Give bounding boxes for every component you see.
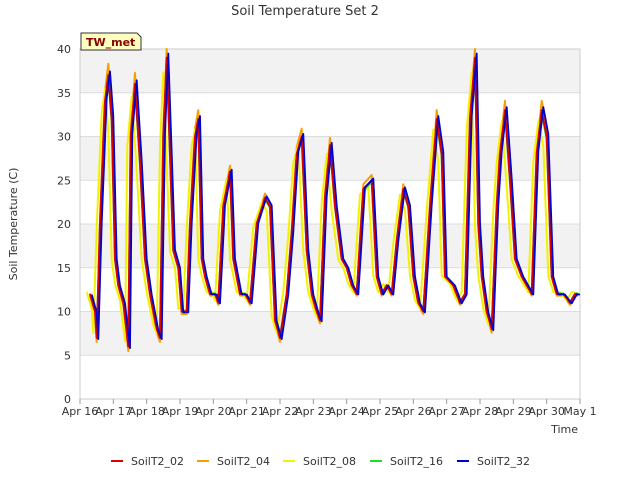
y-axis: 0 5 10 15 20 25 30 35 40 bbox=[57, 43, 71, 406]
x-tick-label: Apr 17 bbox=[95, 405, 132, 418]
y-axis-label: Soil Temperature (C) bbox=[7, 168, 20, 281]
x-tick-label: Apr 26 bbox=[395, 405, 432, 418]
y-tick-label: 35 bbox=[57, 87, 71, 100]
plot-frame bbox=[79, 48, 581, 400]
x-tick-label: Apr 30 bbox=[528, 405, 565, 418]
legend: SoilT2_02 SoilT2_04 SoilT2_08 SoilT2_16 Soil… bbox=[111, 455, 530, 468]
series-line-soilt2_32 bbox=[90, 52, 580, 350]
y-tick-label: 0 bbox=[64, 393, 71, 406]
badge-label: TW_met bbox=[86, 36, 135, 49]
series-lines bbox=[85, 48, 580, 353]
x-tick-label: Apr 20 bbox=[195, 405, 232, 418]
x-tick-label: May 1 bbox=[563, 405, 596, 418]
plot-band bbox=[80, 49, 580, 93]
x-axis-label: Time bbox=[550, 423, 578, 436]
plot-band bbox=[80, 224, 580, 268]
y-tick-label: 20 bbox=[57, 218, 71, 231]
tw-met-badge: TW_met bbox=[80, 32, 142, 51]
y-tick-label: 10 bbox=[57, 306, 71, 319]
x-tick-label: Apr 19 bbox=[162, 405, 199, 418]
x-tick-label: Apr 23 bbox=[295, 405, 332, 418]
series-line-soilt2_02 bbox=[89, 56, 579, 348]
x-tick-label: Apr 22 bbox=[262, 405, 299, 418]
y-tick-label: 30 bbox=[57, 131, 71, 144]
y-tick-label: 25 bbox=[57, 174, 71, 187]
legend-label: SoilT2_32 bbox=[477, 455, 530, 468]
x-tick-label: Apr 29 bbox=[495, 405, 532, 418]
x-tick-label: Apr 28 bbox=[462, 405, 499, 418]
y-tick-label: 5 bbox=[64, 349, 71, 362]
x-tick-label: Apr 25 bbox=[362, 405, 399, 418]
x-tick-label: Apr 24 bbox=[328, 405, 365, 418]
legend-label: SoilT2_16 bbox=[390, 455, 443, 468]
chart-title: Soil Temperature Set 2 bbox=[231, 4, 379, 19]
x-tick-label: Apr 27 bbox=[428, 405, 465, 418]
x-tick-label: Apr 18 bbox=[128, 405, 165, 418]
y-tick-label: 15 bbox=[57, 262, 71, 275]
x-tick-label: Apr 16 bbox=[62, 405, 99, 418]
legend-label: SoilT2_08 bbox=[303, 455, 356, 468]
plot-band bbox=[80, 311, 580, 356]
x-tick-label: Apr 21 bbox=[228, 405, 265, 418]
series-line-soilt2_08 bbox=[85, 71, 575, 342]
y-tick-label: 40 bbox=[57, 43, 71, 56]
badge-box bbox=[80, 32, 142, 51]
legend-label: SoilT2_04 bbox=[217, 455, 270, 468]
legend-label: SoilT2_02 bbox=[131, 455, 184, 468]
